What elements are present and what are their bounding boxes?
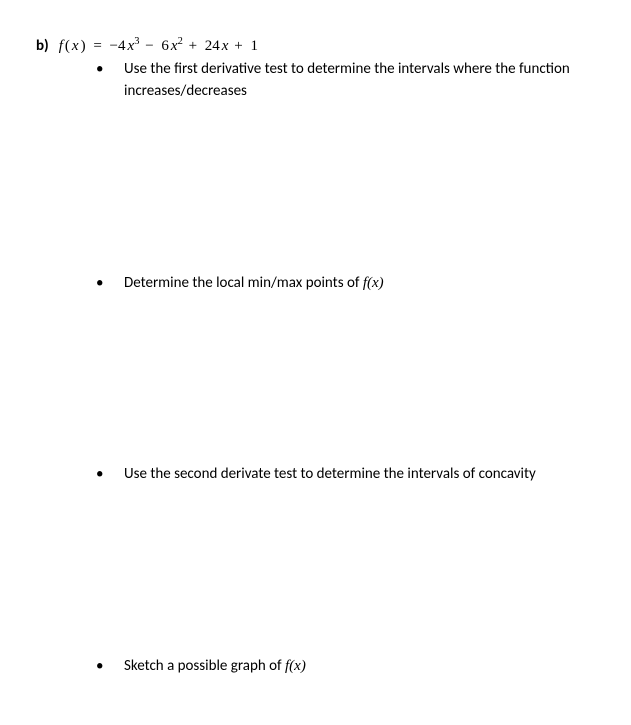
bullet-local-extrema: Determine the local min/max points of f(…	[96, 273, 603, 295]
term1-coef: −4	[108, 38, 128, 54]
term4-op: +	[232, 38, 244, 54]
bullet-text: Sketch a possible graph of	[124, 657, 285, 675]
instructions-list: Use the first derivative test to determi…	[96, 59, 603, 678]
function-expression: f(x) = −4x3 − 6x2 + 24x + 1	[59, 36, 260, 55]
bullet-sketch: Sketch a possible graph of f(x)	[96, 656, 603, 678]
bullet-math: f(x)	[363, 275, 384, 291]
bullet-text: Use the second derivate test to determin…	[124, 465, 536, 483]
term1-exp: 3	[134, 36, 139, 47]
bullet-text: Use the first derivative test to determi…	[124, 60, 570, 100]
bullet-text: Determine the local min/max points of	[124, 274, 363, 292]
bullet-first-derivative: Use the first derivative test to determi…	[96, 59, 603, 103]
bullet-second-derivative: Use the second derivate test to determin…	[96, 464, 603, 486]
func-var: x	[72, 38, 79, 54]
term3-var: x	[222, 38, 229, 54]
term2-coef: 6	[159, 38, 171, 54]
equals-sign: =	[91, 38, 103, 54]
term2-op: −	[143, 38, 155, 54]
term3-coef: 24	[203, 38, 222, 54]
problem-header: b) f(x) = −4x3 − 6x2 + 24x + 1	[36, 36, 603, 55]
term3-op: +	[187, 38, 199, 54]
part-label: b)	[36, 37, 49, 55]
term2-exp: 2	[178, 36, 183, 47]
term4-const: 1	[248, 38, 260, 54]
term2-var: x	[171, 38, 178, 54]
bullet-math: f(x)	[285, 658, 306, 674]
